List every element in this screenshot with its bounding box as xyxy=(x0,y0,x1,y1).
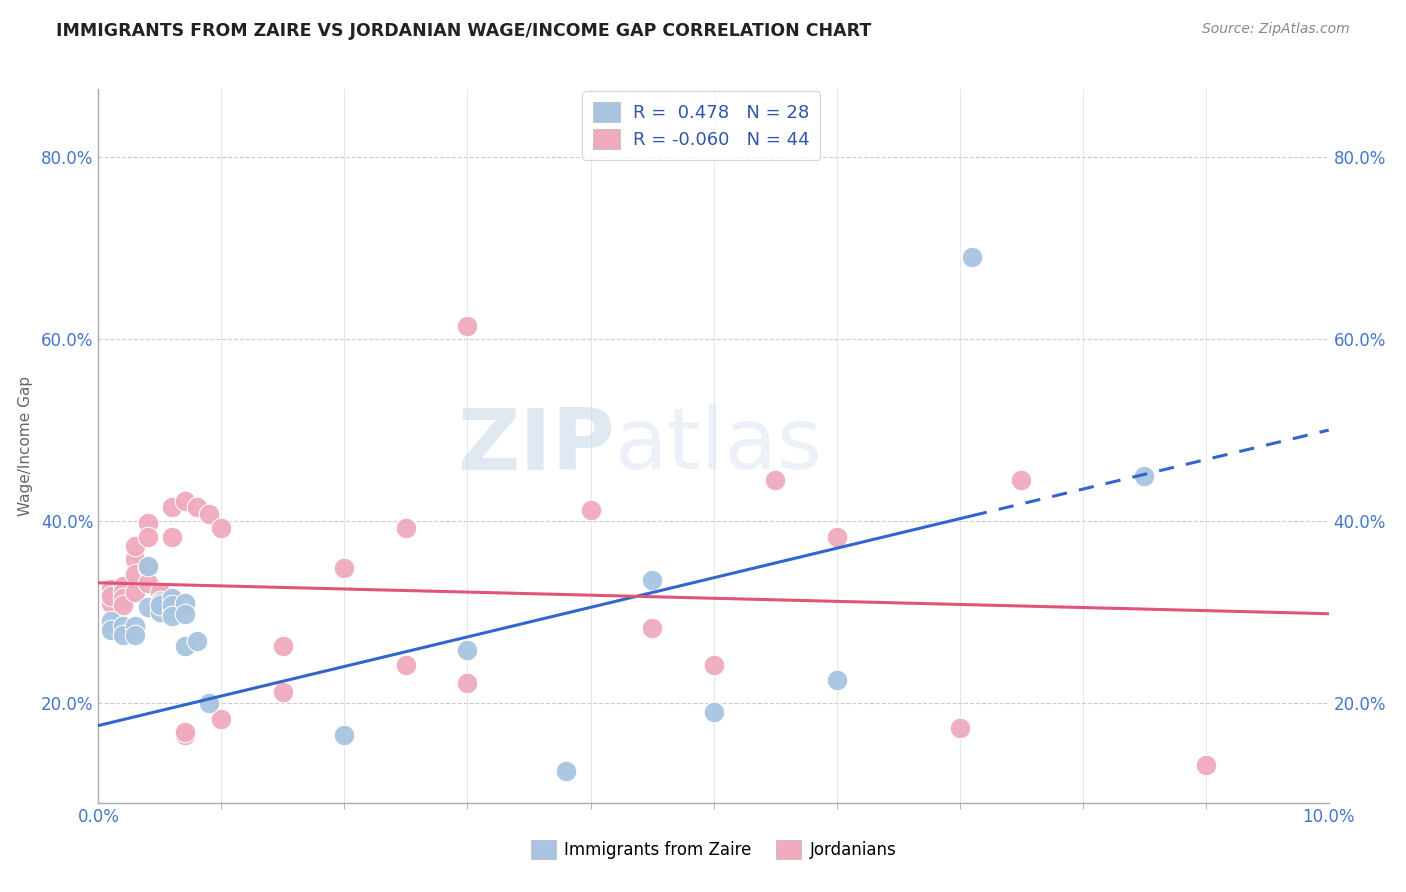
Text: atlas: atlas xyxy=(616,404,823,488)
Point xyxy=(162,530,183,544)
Point xyxy=(641,573,664,587)
Point xyxy=(136,600,159,615)
Point xyxy=(149,585,172,599)
Text: ZIP: ZIP xyxy=(457,404,616,488)
Point xyxy=(211,521,233,535)
Point xyxy=(149,598,172,612)
Point xyxy=(124,585,146,599)
Point xyxy=(456,675,478,690)
Point xyxy=(763,473,786,487)
Point xyxy=(136,516,159,530)
Point xyxy=(162,594,183,608)
Point xyxy=(211,712,233,726)
Point xyxy=(173,596,195,610)
Text: Source: ZipAtlas.com: Source: ZipAtlas.com xyxy=(1202,22,1350,37)
Point xyxy=(162,598,183,612)
Point xyxy=(1010,473,1032,487)
Point xyxy=(112,598,135,612)
Point xyxy=(395,657,418,672)
Point xyxy=(136,575,159,590)
Point xyxy=(100,614,122,628)
Point xyxy=(641,621,664,635)
Point xyxy=(186,634,208,648)
Point xyxy=(198,507,221,521)
Point xyxy=(173,728,195,742)
Point xyxy=(149,589,172,603)
Point xyxy=(703,705,725,719)
Point xyxy=(100,582,122,597)
Point xyxy=(124,627,146,641)
Point xyxy=(173,725,195,739)
Point xyxy=(960,251,983,265)
Point xyxy=(186,500,208,515)
Point xyxy=(100,623,122,637)
Point xyxy=(149,594,172,608)
Point xyxy=(162,500,183,515)
Point xyxy=(703,657,725,672)
Point xyxy=(112,618,135,632)
Point xyxy=(162,609,183,624)
Point xyxy=(136,561,159,575)
Point xyxy=(173,494,195,508)
Point xyxy=(149,596,172,610)
Point xyxy=(271,685,294,699)
Point xyxy=(333,728,356,742)
Point xyxy=(149,605,172,619)
Point xyxy=(198,696,221,710)
Point xyxy=(124,618,146,632)
Point xyxy=(1195,757,1218,772)
Point xyxy=(112,585,135,599)
Text: IMMIGRANTS FROM ZAIRE VS JORDANIAN WAGE/INCOME GAP CORRELATION CHART: IMMIGRANTS FROM ZAIRE VS JORDANIAN WAGE/… xyxy=(56,22,872,40)
Point xyxy=(100,596,122,610)
Point xyxy=(124,552,146,566)
Point xyxy=(333,561,356,575)
Point xyxy=(124,566,146,581)
Point xyxy=(136,530,159,544)
Point xyxy=(456,643,478,657)
Point xyxy=(271,640,294,654)
Point xyxy=(112,591,135,606)
Point xyxy=(112,627,135,641)
Point xyxy=(112,579,135,593)
Point xyxy=(825,673,848,687)
Point xyxy=(136,559,159,574)
Point xyxy=(162,591,183,606)
Point xyxy=(173,640,195,654)
Point xyxy=(555,764,578,778)
Point xyxy=(100,591,122,606)
Y-axis label: Wage/Income Gap: Wage/Income Gap xyxy=(18,376,32,516)
Point xyxy=(825,530,848,544)
Point xyxy=(949,721,972,735)
Point xyxy=(124,540,146,554)
Point xyxy=(1133,468,1156,483)
Point xyxy=(456,318,478,333)
Point xyxy=(173,607,195,621)
Point xyxy=(395,521,418,535)
Point xyxy=(100,589,122,603)
Point xyxy=(162,605,183,619)
Legend: Immigrants from Zaire, Jordanians: Immigrants from Zaire, Jordanians xyxy=(524,834,903,866)
Point xyxy=(579,503,602,517)
